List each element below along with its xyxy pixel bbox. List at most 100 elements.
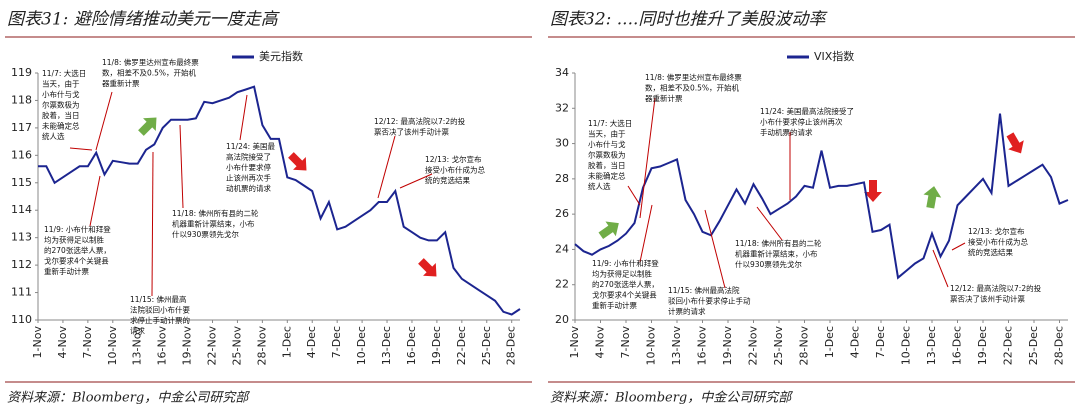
x-tick-label: 4-Nov xyxy=(56,326,69,359)
x-tick-label: 22-Dec xyxy=(455,326,468,365)
y-tick-label: 24 xyxy=(555,242,569,255)
y-tick-label: 28 xyxy=(555,172,569,185)
annotation: 高法院接受了 xyxy=(226,152,271,162)
x-tick-label: 13-Nov xyxy=(670,326,683,366)
annotation: 机器重新计票结束，小布 xyxy=(172,219,255,229)
y-tick-label: 116 xyxy=(11,148,32,161)
annotation: 计票的请求 xyxy=(668,306,706,316)
annotation: 手动机票的请求 xyxy=(760,127,813,137)
y-tick-label: 20 xyxy=(555,313,569,326)
y-tick-label: 26 xyxy=(555,207,569,220)
annotation: 什以930票领先戈尔 xyxy=(172,229,239,239)
annotation: 尔票数极为 xyxy=(42,100,80,110)
annotation: 胶着，当日 xyxy=(588,160,626,170)
annotation: 11/24: 美国最 xyxy=(226,141,276,151)
x-tick-label: 25-Nov xyxy=(230,326,243,366)
x-tick-label: 16-Nov xyxy=(696,326,709,366)
leader-line xyxy=(239,94,248,141)
green-arrow xyxy=(923,186,942,209)
annotation: 什以930票领先戈尔 xyxy=(735,259,802,269)
x-tick-label: 28-Nov xyxy=(255,326,268,366)
x-tick-label: 13-Nov xyxy=(131,326,144,366)
chart: 图表31: 避险情绪推动美元一度走高资料来源：Bloomberg，中金公司研究部… xyxy=(5,10,532,406)
y-tick-label: 119 xyxy=(11,66,32,79)
y-tick-label: 117 xyxy=(11,121,32,134)
annotation: 接受小布什成为总 xyxy=(968,237,1028,247)
annotation: 当天，由于 xyxy=(588,129,626,139)
x-tick-label: 7-Nov xyxy=(81,326,94,359)
annotation: 统的竞选结果 xyxy=(425,175,470,185)
annotation: 均为获得足以制胜 xyxy=(44,235,104,245)
leader-line xyxy=(69,147,93,151)
y-tick-label: 30 xyxy=(555,137,569,150)
annotation: 法院驳回小布什要 xyxy=(130,305,190,315)
leader-line xyxy=(932,249,949,288)
annotation: 戈尔要求4个关键县 xyxy=(44,256,109,266)
leader-line xyxy=(639,204,653,263)
source: 资料来源：Bloomberg，中金公司研究部 xyxy=(550,390,793,406)
annotation: 12/13: 戈尔宣布 xyxy=(425,154,482,164)
x-tick-label: 10-Dec xyxy=(900,326,913,365)
leader-line xyxy=(179,124,184,209)
chart-title: 图表31: 避险情绪推动美元一度走高 xyxy=(7,10,281,30)
chart-title: 图表32: ....同时也推升了美股波动率 xyxy=(550,10,828,30)
x-tick-label: 25-Dec xyxy=(1027,326,1040,365)
annotation: 戈尔要求4个关键县 xyxy=(592,290,657,300)
annotation: 的270张选举人票， xyxy=(44,245,111,255)
leader-line xyxy=(704,209,726,289)
x-tick-label: 25-Dec xyxy=(480,326,493,365)
annotation: 12/13: 戈尔宣布 xyxy=(968,226,1025,236)
x-tick-label: 10-Nov xyxy=(645,326,658,366)
y-tick-label: 118 xyxy=(11,93,32,106)
x-tick-label: 22-Dec xyxy=(1002,326,1015,365)
annotation: 求停止手动计票的 xyxy=(130,315,190,325)
data-line xyxy=(574,113,1069,280)
x-tick-label: 28-Dec xyxy=(1053,326,1066,365)
red-arrow xyxy=(1006,132,1024,154)
x-tick-label: 1-Dec xyxy=(823,326,836,358)
legend-label: VIX指数 xyxy=(814,49,854,63)
leader-line xyxy=(756,206,783,241)
x-tick-label: 28-Dec xyxy=(505,326,518,365)
x-tick-label: 22-Nov xyxy=(206,326,219,366)
x-tick-label: 7-Dec xyxy=(874,326,887,358)
red-arrow xyxy=(864,180,882,202)
x-tick-label: 19-Nov xyxy=(721,326,734,366)
annotation: 11/8: 佛罗里达州宣布最终票 xyxy=(645,72,742,82)
annotation: 统人选 xyxy=(588,181,611,191)
leader-line xyxy=(95,91,113,151)
annotation: 重新手动计票 xyxy=(592,300,637,310)
annotation: 胶着，当日 xyxy=(42,110,80,120)
annotation: 票否决了该州手动计票 xyxy=(950,294,1025,304)
annotation: 的270张选举人票， xyxy=(592,279,659,289)
leader-line xyxy=(89,175,101,227)
annotation: 小布什要求停 xyxy=(226,162,271,172)
annotation: 统人选 xyxy=(42,131,65,141)
leader-line xyxy=(377,135,396,199)
legend-label: 美元指数 xyxy=(259,49,303,63)
annotation: 数，相差不及0.5%，开始机 xyxy=(645,83,740,93)
y-tick-label: 111 xyxy=(11,286,32,299)
annotation: 11/7: 大选日 xyxy=(588,118,632,128)
red-arrow xyxy=(288,152,307,171)
x-tick-label: 25-Nov xyxy=(772,326,785,366)
x-tick-label: 19-Dec xyxy=(430,326,443,365)
x-tick-label: 4-Nov xyxy=(594,326,607,359)
annotation: 小布什与戈 xyxy=(42,89,80,99)
annotation: 11/18: 佛州所有县的二轮 xyxy=(735,238,822,248)
annotation: 11/18: 佛州所有县的二轮 xyxy=(172,208,259,218)
annotation: 11/9: 小布什和拜登 xyxy=(44,224,111,234)
annotation: 小布什要求停止该州再次 xyxy=(760,117,843,127)
x-tick-label: 19-Nov xyxy=(181,326,194,366)
x-tick-label: 16-Dec xyxy=(951,326,964,365)
annotation: 12/12: 最高法院以7:2的投 xyxy=(950,283,1042,293)
annotation: 机器重新计票结束，小布 xyxy=(735,249,818,259)
annotation: 接受小布什成为总 xyxy=(425,165,485,175)
annotation: 小布什与戈 xyxy=(588,139,626,149)
x-tick-label: 16-Nov xyxy=(156,326,169,366)
x-tick-label: 7-Dec xyxy=(330,326,343,358)
x-tick-label: 1-Dec xyxy=(280,326,293,358)
annotation: 尔票数极为 xyxy=(588,150,626,160)
y-tick-label: 114 xyxy=(11,203,32,216)
